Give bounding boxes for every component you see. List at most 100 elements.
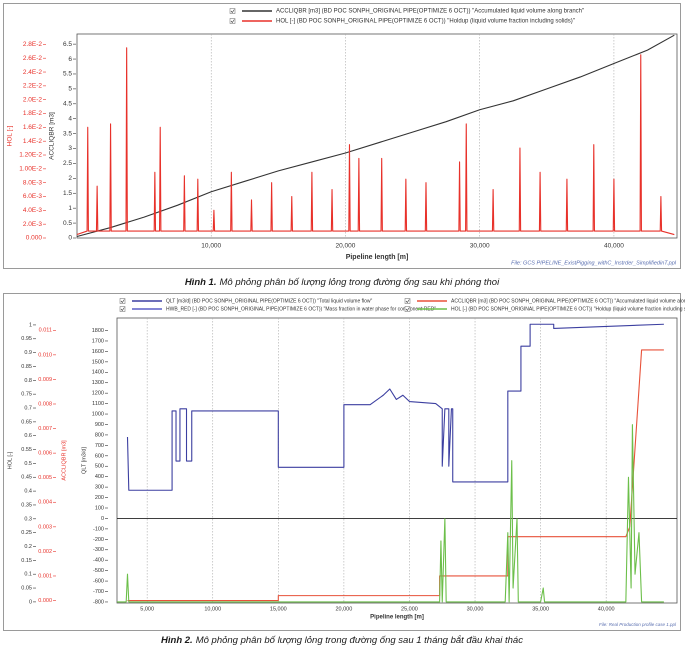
y-tick-label: 600 [95,453,104,459]
y-tick-label: 200 [95,495,104,501]
y-tick-label: 0.004 [38,500,52,506]
y-axis-title: HOL [-] [7,125,14,146]
y-tick-label: 1800 [92,328,104,334]
y-tick-label: 0.007 [38,426,52,432]
x-tick-label: 10,000 [204,606,221,612]
y-tick-label: 1 [68,205,72,212]
legend-checkbox [229,8,236,14]
y-tick-label: -100 [93,526,104,532]
plot-area [76,33,678,239]
legend-label: ACCLIQBR [m3] (BD POC SONPH_ORIGINAL PIP… [451,298,685,304]
y-tick-label: 0.006 [38,451,52,457]
y-tick-label: 6.0E-3 [23,193,43,200]
y-tick-label: 2.2E-2 [23,83,43,90]
y-tick-label: 900 [95,422,104,428]
y-tick-label: 0.55 [21,447,32,453]
y-tick-label: 1200 [92,391,104,397]
y-axis-title: HOL [-] [7,451,13,469]
y-tick-label: -700 [93,589,104,595]
series-line [126,323,664,491]
y-tick-label: -800 [93,599,104,605]
y-tick-label: 2.0E-2 [23,96,43,103]
legend-checkmark [120,299,125,303]
y-tick-label: 6.5 [63,41,72,48]
legend-label: HWB_RED [-] (BD POC SONPH_ORIGINAL PIPE(… [166,306,436,312]
figure-caption: Hình 1. Mô phỏng phân bố lượng lỏng trong… [185,277,500,288]
y-tick-label: 0.001 [38,573,52,579]
y-tick-label: 5.5 [63,71,72,78]
y-tick-label: 0.009 [38,377,52,383]
x-tick-label: 35,000 [532,606,549,612]
y-tick-label: 0.010 [38,352,52,358]
y-tick-label: 1000 [92,411,104,417]
x-tick-label: 15,000 [270,606,287,612]
figure-caption: Hình 2. Mô phỏng phân bố lượng lỏng trong… [161,635,523,646]
y-tick-label: 0.3 [24,516,32,522]
y-tick-label: 2.5 [63,160,72,167]
y-tick-label: 2.4E-2 [23,69,43,76]
y-tick-label: 0.45 [21,475,32,481]
legend-checkmark [120,307,125,311]
y-tick-label: 500 [95,464,104,470]
y-tick-label: 1.20E-2 [19,152,42,159]
y-tick-label: 1100 [92,401,104,407]
x-tick-label: 20,000 [336,243,356,250]
legend-checkmark [405,299,410,303]
y-tick-label: 4.5 [63,101,72,108]
y-tick-label: 0.011 [39,328,52,334]
y-tick-label: 0.05 [21,585,32,591]
y-tick-label: 0.6 [24,433,32,439]
y-tick-label: 0.002 [38,549,52,555]
caption-text: Mô phỏng phân bố lượng lỏng trong đường … [219,277,500,288]
x-tick-label: 25,000 [401,606,418,612]
legend-checkbox [119,298,126,304]
y-tick-label: 0.1 [24,572,32,578]
y-tick-label: 300 [95,485,104,491]
legend-checkbox [229,18,236,24]
y-tick-label: 0.75 [21,392,32,398]
y-tick-label: 1700 [92,338,104,344]
caption-label: Hình 2. [161,635,193,646]
y-tick-label: -500 [93,568,104,574]
y-tick-label: 0.15 [21,558,32,564]
y-tick-label: 1.6E-2 [23,124,43,131]
y-tick-label: 1400 [92,370,104,376]
y-tick-label: 0.008 [38,401,52,407]
y-tick-label: 4 [68,115,72,122]
y-tick-label: 3.5 [63,130,72,137]
legend-label: QLT [m3/d] (BD POC SONPH_ORIGINAL PIPE(O… [166,298,373,304]
x-tick-label: 40,000 [598,606,615,612]
y-tick-label: -400 [93,558,104,564]
legend-checkbox [404,306,411,312]
y-tick-label: 1300 [92,380,104,386]
y-tick-label: 2.6E-2 [23,55,43,62]
y-tick-label: 0.4 [24,489,32,495]
legend-label: ACCLIQBR [m3] (BD POC SONPH_ORIGINAL PIP… [276,9,584,15]
y-tick-label: 0 [101,516,104,522]
y-tick-label: 2.0E-3 [23,221,43,228]
y-tick-label: 0.8 [24,378,32,384]
y-tick-label: 0 [29,599,32,605]
y-tick-label: 0.5 [63,220,72,227]
y-tick-label: 0 [68,235,72,242]
y-tick-label: 0.25 [21,530,32,536]
series-line [117,424,664,603]
chart: 5,000 10,000 15,000 20,000 25,000 30,000 35,00… [7,298,685,627]
y-tick-label: 1.5 [63,190,72,197]
x-tick-label: 30,000 [470,243,490,250]
y-tick-label: 700 [95,443,104,449]
y-tick-label: 0.5 [24,461,32,467]
y-tick-label: 400 [95,474,104,480]
y-axis-title: ACCLIQBR [m3] [49,112,56,160]
file-note: File: GCS PIPELINE_ExistPigging_withC_In… [511,260,677,266]
y-tick-label: 2.8E-2 [23,41,43,48]
y-tick-label: 2 [68,175,72,182]
y-tick-label: 4.0E-3 [23,207,43,214]
legend-checkmark [230,19,235,23]
legend-label: HOL [-] (BD POC SONPH_ORIGINAL PIPE(OPTI… [451,306,685,312]
y-tick-label: 8.0E-3 [23,179,43,186]
legend-checkmark [230,9,235,13]
y-tick-label: 0.005 [38,475,52,481]
y-tick-label: 0.85 [21,364,32,370]
